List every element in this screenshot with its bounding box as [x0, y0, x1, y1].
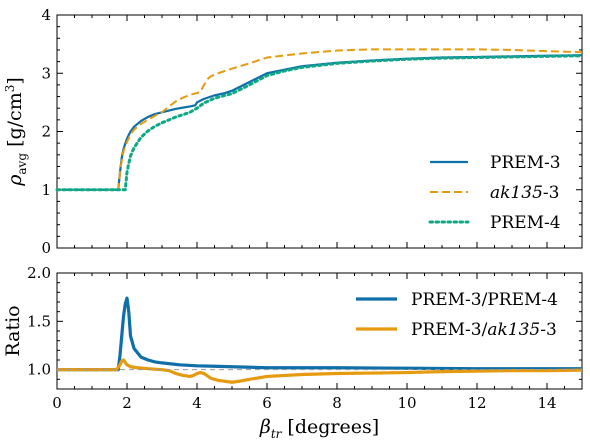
density-panel: 0 1 2 3 4 PREM-3 ak135-3 PREM-4 ρavg [g/cm3] — [3, 6, 584, 257]
series-line-ak135-3 — [57, 48, 583, 191]
ratio-ticks: 0 2 4 6 8 10 12 14 1.0 1.5 2.0 — [27, 264, 583, 412]
ratio-panel: 0 2 4 6 8 10 12 141.01.52.0 PREM-3/PREM-4PREM-3… — [2, 264, 583, 441]
series-line-prem-3-ak135-3 — [57, 358, 583, 384]
series-line-prem-3-prem-4 — [57, 296, 582, 372]
density-series — [55, 48, 584, 192]
y-tick-label: 1 — [41, 181, 51, 199]
legend-label: PREM-4 — [490, 213, 561, 233]
legend-label: PREM-3/PREM-4 — [411, 290, 558, 310]
ratio-y-axis-label: Ratio — [2, 305, 24, 356]
density-ticks: 0 1 2 3 4 — [41, 6, 583, 257]
y-tick-label: 4 — [41, 6, 51, 24]
x-tick-label: 14 — [537, 394, 556, 412]
x-tick-label: 6 — [262, 394, 272, 412]
x-axis-label: βtr [degrees] — [259, 416, 379, 441]
ratio-series — [57, 296, 583, 384]
series-line-prem-4 — [55, 54, 584, 192]
y-tick-label: 0 — [41, 239, 51, 257]
x-tick-label: 4 — [192, 394, 202, 412]
legend-label: PREM-3/ak135-3 — [411, 320, 557, 340]
density-legend: PREM-3 ak135-3 PREM-4 — [428, 153, 561, 233]
legend-label: ak135-3 — [490, 183, 559, 203]
legend-label: PREM-3 — [490, 153, 561, 173]
x-tick-label: 8 — [332, 394, 342, 412]
ratio-legend: PREM-3/PREM-4 PREM-3/ak135-3 — [356, 290, 558, 340]
y-tick-label: 3 — [41, 64, 51, 82]
density-y-axis-label: ρavg [g/cm3] — [3, 77, 29, 187]
y-tick-label: 1.5 — [27, 312, 51, 330]
x-tick-label: 2 — [122, 394, 132, 412]
y-tick-label: 2.0 — [27, 264, 51, 282]
x-tick-label: 10 — [397, 394, 416, 412]
y-tick-label: 1.0 — [27, 361, 51, 379]
y-tick-label: 2 — [41, 123, 51, 141]
x-tick-label: 12 — [467, 394, 486, 412]
x-tick-label: 0 — [52, 394, 62, 412]
